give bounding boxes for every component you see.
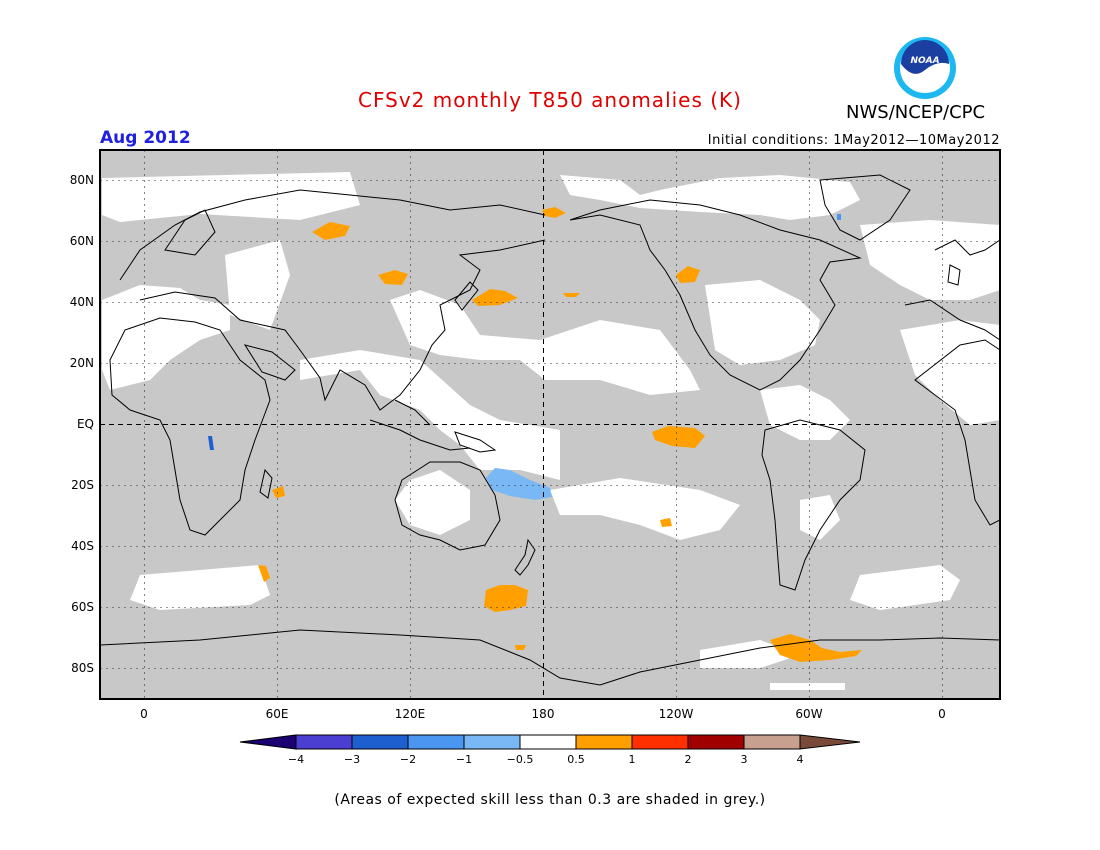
colorbar-swatch	[463, 734, 521, 750]
colorbar-swatch	[351, 734, 409, 750]
colorbar-tick: 0.5	[567, 753, 585, 766]
colorbar-swatch	[631, 734, 689, 750]
lat-label: 60N	[70, 234, 94, 248]
agency-label: NWS/NCEP/CPC	[846, 102, 986, 123]
lon-label: 0	[140, 707, 148, 721]
colorbar-tick: −1	[456, 753, 472, 766]
skill-note: (Areas of expected skill less than 0.3 a…	[334, 792, 766, 808]
colorbar-tick: −2	[400, 753, 416, 766]
lat-label: 20N	[70, 356, 94, 370]
colorbar-swatch	[799, 734, 861, 750]
lat-label: 80S	[71, 661, 94, 675]
lon-label: 120W	[659, 707, 694, 721]
colorbar	[239, 734, 861, 750]
lon-label: 120E	[395, 707, 426, 721]
cold-anomaly-patches	[208, 214, 841, 500]
white-skill-regions	[102, 172, 1000, 690]
graticule	[100, 150, 1000, 699]
map-frame	[99, 149, 1001, 700]
map-title: CFSv2 monthly T850 anomalies (K)	[358, 88, 742, 112]
colorbar-tick: 2	[685, 753, 692, 766]
lat-label: 20S	[71, 478, 94, 492]
lon-label: 0	[938, 707, 946, 721]
colorbar-tick: −4	[288, 753, 304, 766]
coastlines	[99, 174, 1001, 686]
lon-label: 180	[532, 707, 555, 721]
equator-dateline	[100, 150, 1000, 699]
lat-label: 80N	[70, 173, 94, 187]
warm-anomaly-patches	[258, 207, 862, 662]
colorbar-swatch	[239, 734, 297, 750]
colorbar-swatch	[519, 734, 577, 750]
lat-label: EQ	[77, 417, 94, 431]
lon-label: 60E	[266, 707, 289, 721]
colorbar-tick: 3	[741, 753, 748, 766]
colorbar-swatch	[687, 734, 745, 750]
valid-month: Aug 2012	[100, 128, 191, 148]
svg-text:NOAA: NOAA	[910, 56, 939, 66]
colorbar-tick: 1	[629, 753, 636, 766]
noaa-logo-icon: NOAA	[894, 37, 956, 99]
colorbar-swatch	[743, 734, 801, 750]
lon-label: 60W	[795, 707, 822, 721]
colorbar-tick: 4	[797, 753, 804, 766]
colorbar-swatch	[295, 734, 353, 750]
colorbar-swatch	[575, 734, 633, 750]
lat-label: 40N	[70, 295, 94, 309]
colorbar-tick: −3	[344, 753, 360, 766]
colorbar-swatch	[407, 734, 465, 750]
lat-label: 60S	[71, 600, 94, 614]
colorbar-tick: −0.5	[507, 753, 534, 766]
initial-conditions: Initial conditions: 1May2012—10May2012	[707, 133, 1000, 148]
lat-label: 40S	[71, 539, 94, 553]
